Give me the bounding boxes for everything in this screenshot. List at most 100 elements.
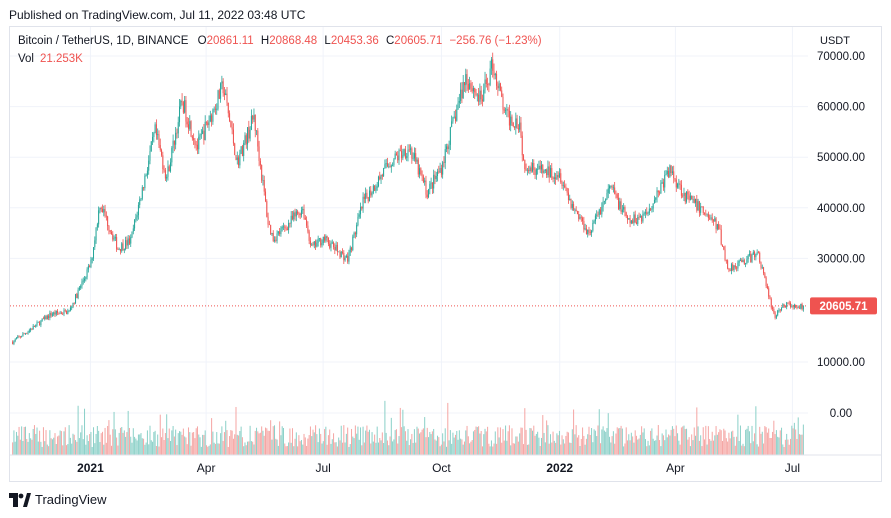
candle-body xyxy=(514,126,516,128)
candle xyxy=(330,240,332,252)
last-price-badge-label: 20605.71 xyxy=(820,301,869,313)
candle xyxy=(544,168,546,174)
candle xyxy=(413,147,415,162)
volume-bar xyxy=(454,434,457,455)
candle-body xyxy=(417,159,419,175)
volume-bar xyxy=(738,440,740,455)
candle xyxy=(121,242,123,253)
candle-body xyxy=(172,140,174,149)
candle xyxy=(517,124,519,133)
candle-body xyxy=(241,146,243,156)
candle-body xyxy=(99,207,101,211)
ohlc-legend[interactable]: Bitcoin / TetherUS, 1D, BINANCE O20861.1… xyxy=(18,35,542,47)
price-axis[interactable]: 70000.0060000.0050000.0040000.0030000.00… xyxy=(817,51,865,420)
candle-body xyxy=(660,183,662,194)
candle xyxy=(39,320,41,326)
candle xyxy=(757,250,759,254)
candle-body xyxy=(520,122,522,136)
candle-body xyxy=(498,83,500,89)
candle xyxy=(31,328,33,331)
candle-body xyxy=(267,216,269,225)
candle-body xyxy=(152,136,154,142)
candle-body xyxy=(299,213,301,216)
candle xyxy=(185,95,187,128)
candle xyxy=(130,234,132,248)
volume-bar xyxy=(730,431,732,455)
candle xyxy=(268,220,270,226)
candle-body xyxy=(179,106,181,123)
volume-bar xyxy=(621,428,623,455)
candle xyxy=(353,231,355,239)
volume-bar xyxy=(512,443,514,455)
candle-body xyxy=(240,146,242,154)
volume-bar xyxy=(647,440,649,455)
candle-body xyxy=(286,228,288,230)
candle-body xyxy=(723,246,725,250)
candle xyxy=(78,285,80,291)
chart-frame[interactable] xyxy=(9,26,882,482)
candle-body xyxy=(270,224,272,234)
candle xyxy=(570,198,572,210)
candle xyxy=(738,259,740,267)
candle-body xyxy=(155,124,157,136)
candle-body xyxy=(456,109,458,121)
volume-bar xyxy=(734,445,736,455)
candle-body xyxy=(110,232,112,234)
candle xyxy=(747,254,749,263)
candle-body xyxy=(349,247,351,253)
volume-bar xyxy=(143,438,145,455)
candle-body xyxy=(727,260,729,269)
volume-bar xyxy=(490,440,492,455)
candle-body xyxy=(276,233,278,241)
time-axis[interactable]: 2021 Apr Jul Oct 2022 Apr Jul xyxy=(77,461,800,475)
candle-body xyxy=(697,201,699,211)
volume-bar xyxy=(746,428,748,455)
candle-body xyxy=(164,170,166,179)
volume-bar xyxy=(704,439,706,455)
volume-bar xyxy=(506,440,508,455)
volume-bar xyxy=(395,429,397,455)
volume-bars xyxy=(12,400,804,455)
candle-body xyxy=(433,174,435,189)
candle-body xyxy=(657,190,659,193)
volume-bar xyxy=(132,428,134,455)
candle-body xyxy=(42,318,44,320)
volume-legend[interactable]: Vol 21.253K xyxy=(18,53,83,65)
volume-bar xyxy=(611,436,613,455)
candle xyxy=(499,82,501,92)
volume-bar xyxy=(575,425,577,455)
candle xyxy=(231,121,233,135)
candle xyxy=(469,76,471,90)
candle xyxy=(669,164,671,179)
candle xyxy=(764,271,766,279)
volume-bar xyxy=(772,431,774,455)
candle xyxy=(76,292,78,299)
volume-bar xyxy=(800,434,802,455)
volume-bar xyxy=(40,441,42,455)
candle-body xyxy=(801,303,803,310)
volume-bar xyxy=(565,435,567,455)
candle xyxy=(41,318,43,322)
candle-body xyxy=(108,226,110,231)
candle xyxy=(448,140,450,155)
candle-body xyxy=(167,166,169,177)
candle xyxy=(578,210,580,222)
candle xyxy=(752,249,754,255)
candle-body xyxy=(519,122,521,130)
candle xyxy=(195,141,197,151)
volume-bar xyxy=(336,446,338,455)
candle-body xyxy=(779,309,781,311)
volume-bar xyxy=(666,437,668,455)
candle-body xyxy=(333,242,335,247)
candle-body xyxy=(121,243,123,252)
candle xyxy=(113,235,115,242)
candle-body xyxy=(44,316,46,320)
candle xyxy=(615,190,617,199)
candle xyxy=(463,81,465,92)
tradingview-logo[interactable]: TradingView xyxy=(9,492,107,507)
volume-bar xyxy=(146,430,148,455)
candle-body xyxy=(588,229,590,233)
volume-bar xyxy=(180,431,182,455)
candle-body xyxy=(666,170,668,175)
